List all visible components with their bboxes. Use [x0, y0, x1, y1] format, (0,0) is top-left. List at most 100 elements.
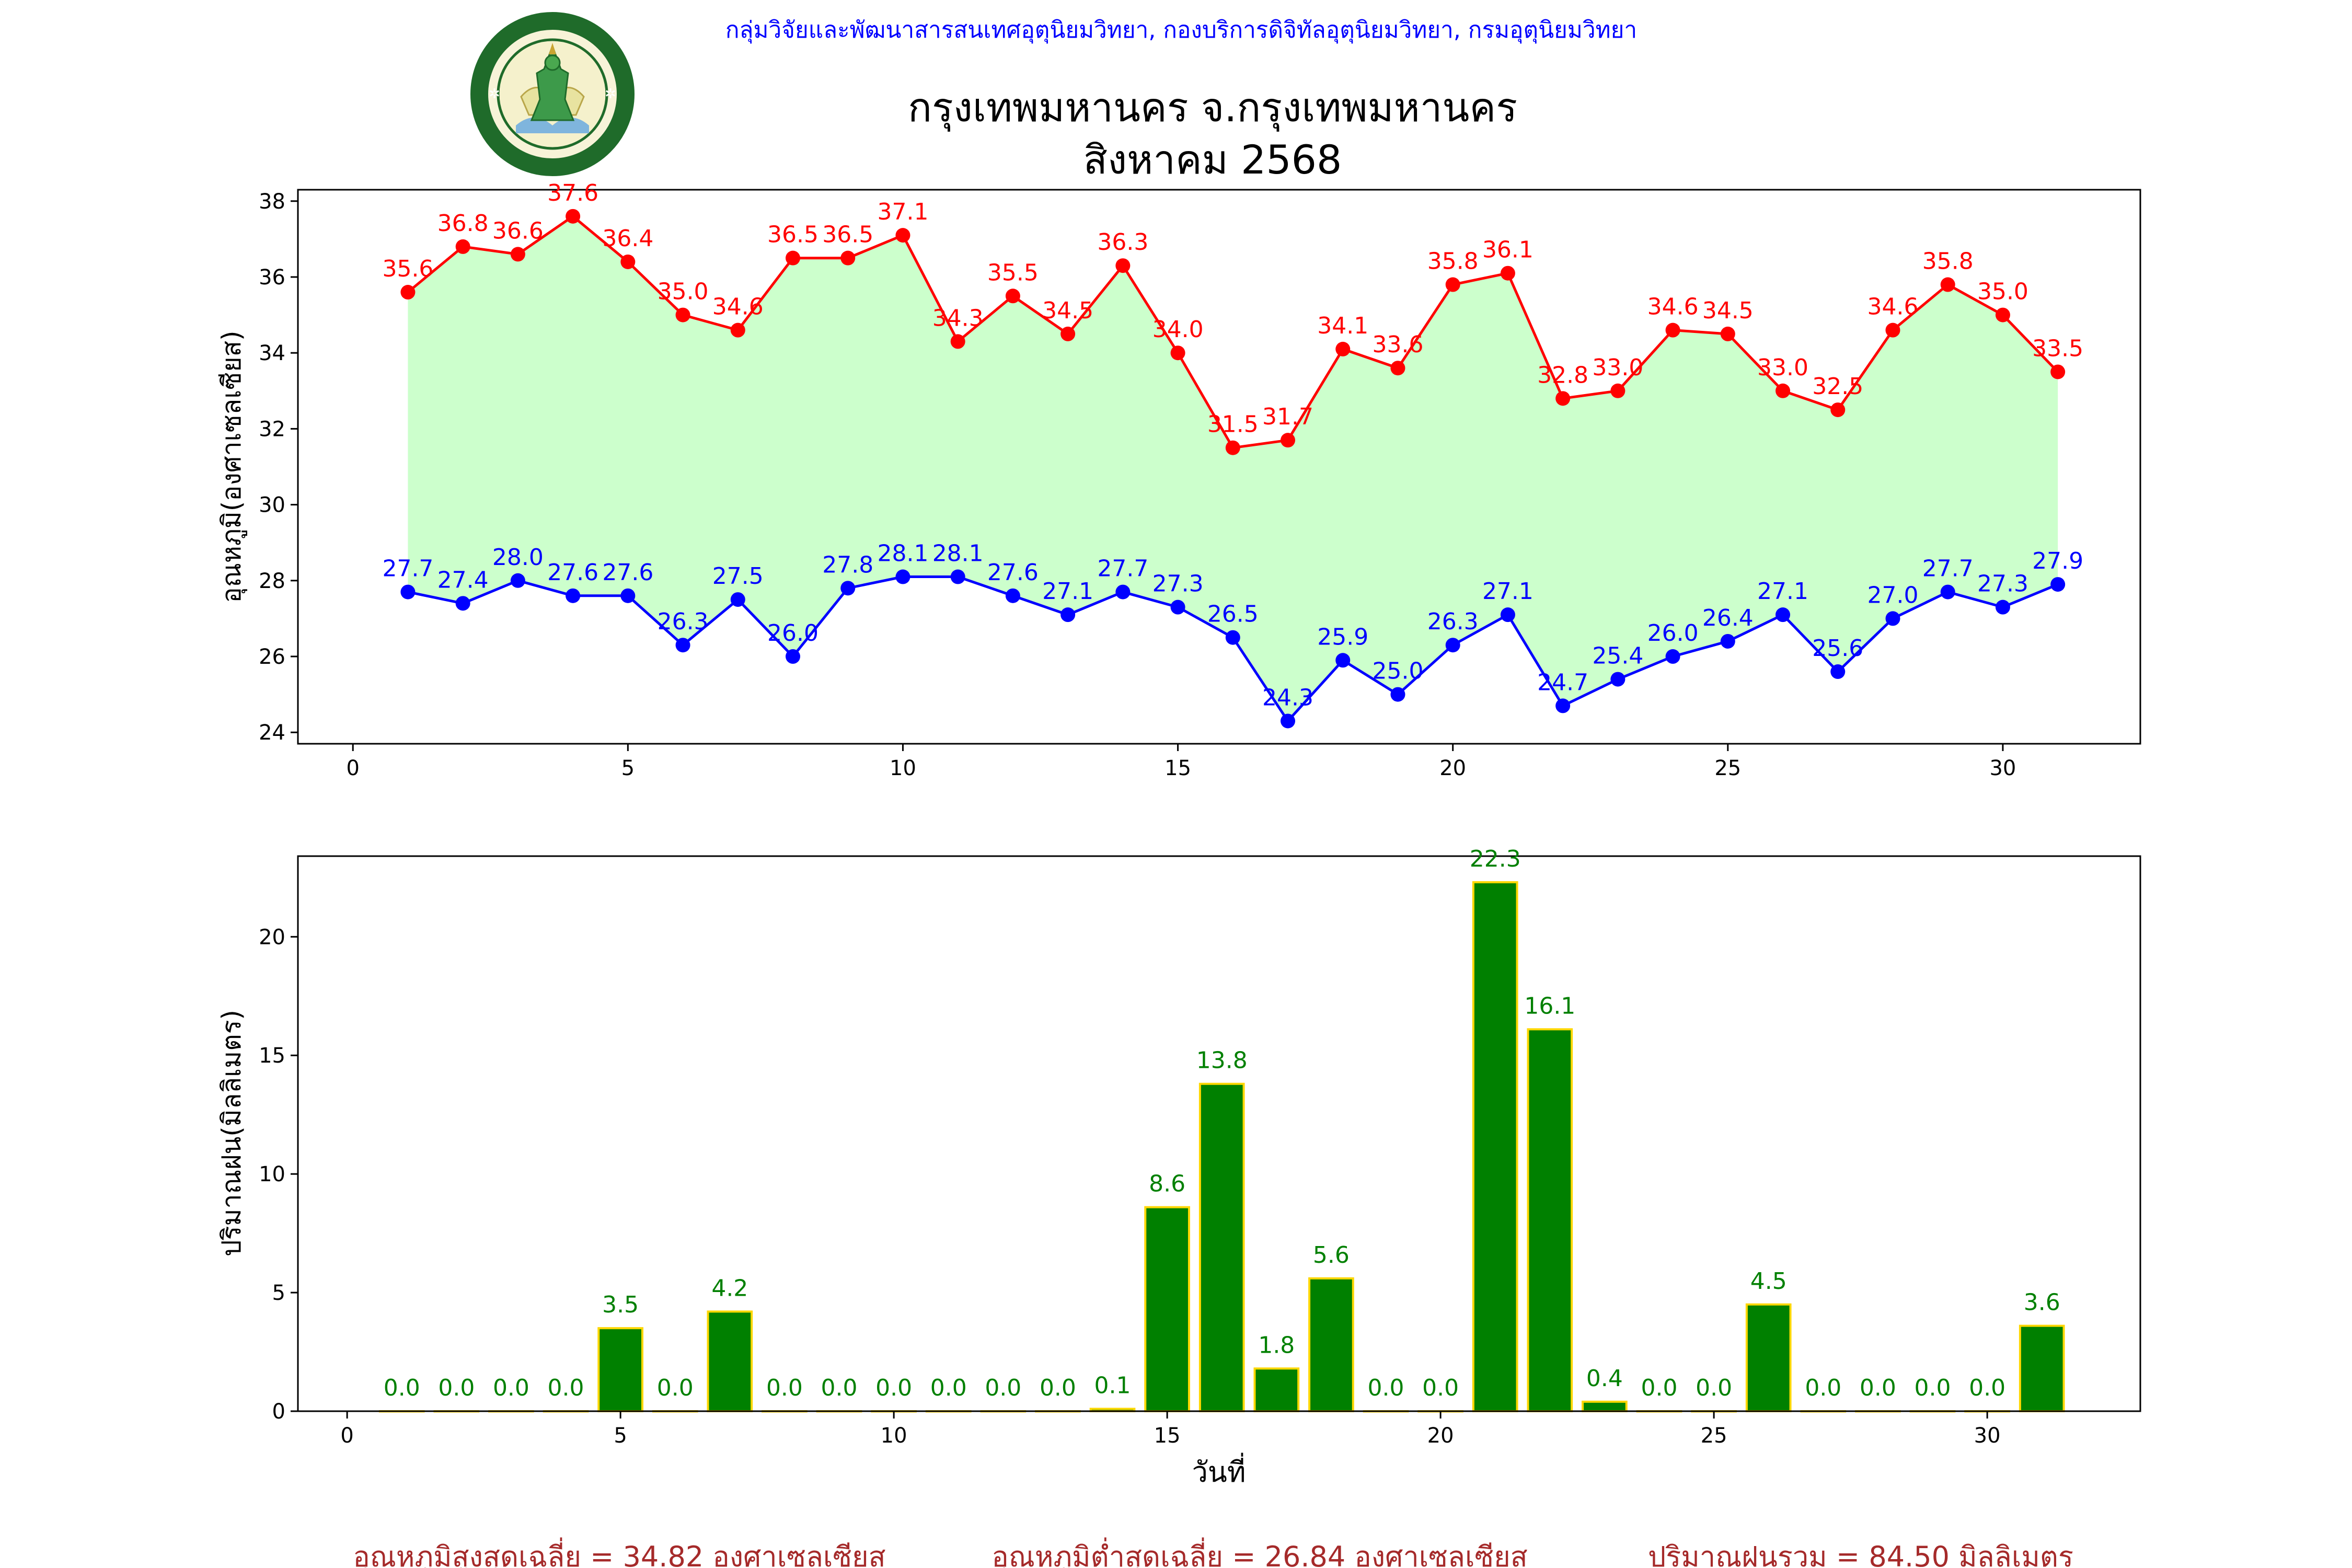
min-temperature-value-label: 26.0 [1647, 620, 1699, 647]
min-temperature-value-label: 25.4 [1592, 643, 1643, 670]
temperature-y-tick-label: 26 [259, 645, 285, 669]
rainfall-value-label: 5.6 [1313, 1242, 1350, 1269]
min-temperature-point [895, 569, 910, 584]
max-temperature-value-label: 36.5 [767, 222, 818, 248]
min-temperature-point [1500, 607, 1515, 622]
rainfall-value-label: 0.0 [1969, 1375, 2005, 1401]
temperature-x-tick-label: 5 [621, 756, 635, 780]
temperature-y-tick-label: 36 [259, 266, 285, 290]
min-temperature-point [566, 588, 581, 603]
min-temperature-value-label: 28.1 [877, 540, 928, 567]
rainfall-value-label: 0.0 [493, 1375, 529, 1401]
rainfall-value-label: 0.0 [1915, 1375, 1951, 1401]
min-temperature-point [1940, 584, 1955, 599]
rainfall-value-label: 3.6 [2024, 1289, 2060, 1316]
rainfall-bar [1472, 881, 1518, 1412]
min-temperature-value-label: 26.5 [1207, 601, 1259, 628]
min-temperature-value-label: 27.4 [437, 567, 489, 593]
min-temperature-point [455, 596, 470, 611]
min-temperature-point [620, 588, 636, 603]
min-temperature-point [1885, 611, 1900, 626]
temperature-x-tick-label: 15 [1165, 756, 1191, 780]
rainfall-value-label: 8.6 [1149, 1171, 1185, 1197]
temperature-y-tick-label: 30 [259, 493, 285, 517]
min-temperature-value-label: 25.6 [1812, 635, 1863, 662]
max-temperature-value-label: 35.0 [1977, 279, 2028, 305]
min-temperature-value-label: 27.7 [382, 556, 433, 582]
rainfall-value-label: 1.8 [1258, 1332, 1295, 1358]
max-temperature-value-label: 32.5 [1812, 373, 1863, 400]
rainfall-value-label: 22.3 [1470, 846, 1521, 872]
min-temperature-value-label: 24.3 [1262, 684, 1313, 711]
temperature-y-tick-label: 38 [259, 190, 285, 214]
min-temperature-point [840, 581, 856, 596]
max-temperature-value-label: 34.1 [1317, 313, 1368, 339]
min-temperature-value-label: 26.4 [1702, 605, 1754, 631]
max-temperature-value-label: 36.1 [1482, 237, 1534, 263]
rainfall-y-tick-label: 15 [259, 1044, 285, 1068]
max-temperature-point [510, 247, 525, 262]
rainfall-bar [597, 1327, 643, 1412]
min-temperature-value-label: 27.3 [1152, 571, 1204, 597]
max-temperature-point [730, 322, 745, 338]
rainfall-x-tick-label: 0 [340, 1424, 353, 1448]
svg-text:✲: ✲ [605, 86, 616, 102]
max-temperature-value-label: 31.7 [1262, 403, 1313, 430]
min-temperature-value-label: 27.6 [987, 559, 1039, 586]
min-temperature-value-label: 27.8 [822, 551, 873, 578]
rainfall-value-label: 0.4 [1586, 1365, 1623, 1392]
min-temperature-value-label: 27.6 [602, 559, 653, 586]
max-temperature-value-label: 33.5 [2032, 335, 2083, 362]
rainfall-bar [1198, 1082, 1245, 1413]
min-temperature-value-label: 25.9 [1317, 624, 1368, 650]
temperature-axis-label: อุณหภูมิ(องศาเซลเซียส) [216, 330, 247, 603]
rainfall-value-label: 0.0 [821, 1375, 858, 1401]
svg-text:✲: ✲ [489, 86, 500, 102]
rainfall-chart: 0 5 10 15 20 0 5 10 15 20 25 30 0.0 0.0 0.0 0.0 3.5 0.0… [216, 846, 2141, 1489]
min-temperature-point [2050, 577, 2066, 592]
max-temperature-point [840, 250, 856, 266]
max-temperature-point [675, 307, 690, 322]
min-temperature-point [1335, 653, 1351, 668]
temperature-y-tick-label: 32 [259, 417, 285, 441]
max-temperature-point [1940, 277, 1955, 292]
min-temperature-point [1005, 588, 1020, 603]
rainfall-y-tick-label: 10 [259, 1162, 285, 1186]
max-temperature-value-label: 34.3 [932, 305, 984, 331]
rainfall-value-label: 0.0 [875, 1375, 912, 1401]
rainfall-value-label: 0.0 [438, 1375, 475, 1401]
max-temperature-value-label: 36.4 [602, 225, 653, 252]
rainfall-axis-label: ปริมาณฝน(มิลลิเมตร) [216, 1010, 247, 1256]
min-temperature-point [1555, 698, 1571, 713]
max-temperature-value-label: 36.5 [822, 222, 873, 248]
max-temperature-value-label: 34.6 [712, 294, 764, 320]
min-temperature-point [730, 592, 745, 607]
rainfall-value-label: 13.8 [1196, 1047, 1248, 1074]
rainfall-x-tick-label: 25 [1701, 1424, 1727, 1448]
min-temperature-point [400, 584, 416, 599]
max-temperature-point [1830, 402, 1846, 418]
rainfall-value-label: 0.0 [1422, 1375, 1459, 1401]
summary-total-rain: ปริมาณฝนรวม = 84.50 มิลลิเมตร [1648, 1540, 2073, 1568]
temperature-y-tick-label: 28 [259, 569, 285, 593]
max-temperature-value-label: 34.5 [1702, 297, 1754, 324]
max-temperature-point [1610, 383, 1625, 398]
rainfall-y-tick-label: 0 [272, 1400, 285, 1424]
rainfall-value-label: 0.0 [1641, 1375, 1678, 1401]
min-temperature-value-label: 27.7 [1097, 556, 1148, 582]
max-temperature-value-label: 35.0 [658, 279, 709, 305]
max-temperature-value-label: 34.6 [1867, 294, 1919, 320]
min-temperature-value-label: 25.0 [1372, 658, 1423, 685]
min-temperature-value-label: 27.9 [2032, 548, 2083, 574]
min-temperature-value-label: 28.0 [492, 544, 544, 571]
min-temperature-value-label: 27.1 [1482, 578, 1534, 605]
min-temperature-point [786, 649, 801, 664]
rainfall-bar [1144, 1206, 1190, 1413]
rainfall-value-label: 0.0 [766, 1375, 803, 1401]
max-temperature-value-label: 35.6 [382, 256, 433, 282]
rainfall-value-label: 4.2 [711, 1275, 748, 1301]
max-temperature-point [620, 254, 636, 269]
max-temperature-point [1885, 322, 1900, 338]
temperature-y-tick-label: 34 [259, 341, 285, 365]
